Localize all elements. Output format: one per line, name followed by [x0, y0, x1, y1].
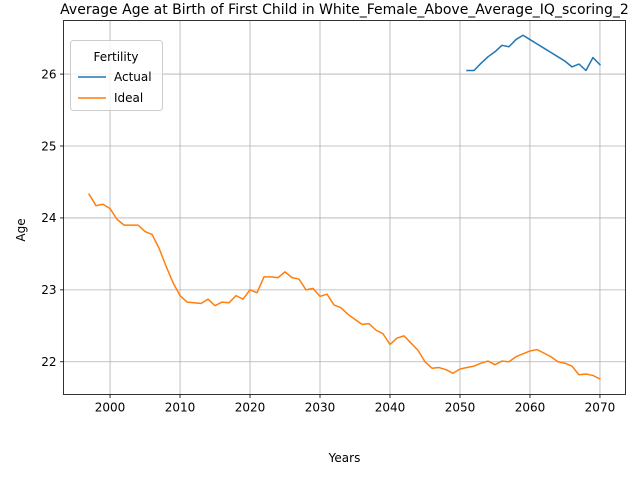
y-tick-label: 25 — [41, 139, 56, 153]
x-tick-label: 2020 — [235, 401, 266, 415]
series-line-ideal — [89, 194, 600, 379]
legend-label-actual: Actual — [114, 70, 152, 84]
chart-title: Average Age at Birth of First Child in W… — [60, 2, 629, 18]
x-tick-label: 2010 — [165, 401, 196, 415]
series-line-actual — [467, 35, 600, 70]
y-tick-label: 23 — [41, 283, 56, 297]
x-tick-label: 2000 — [95, 401, 126, 415]
x-tick-label: 2030 — [305, 401, 336, 415]
legend-label-ideal: Ideal — [114, 91, 143, 105]
legend: Fertility Actual Ideal — [71, 41, 163, 111]
x-axis-ticks: 2000 2010 2020 2030 2040 2050 2060 2070 — [95, 395, 615, 415]
x-tick-label: 2070 — [585, 401, 616, 415]
y-tick-label: 26 — [41, 67, 56, 81]
x-tick-label: 2050 — [445, 401, 476, 415]
x-axis-label: Years — [328, 451, 361, 465]
legend-title: Fertility — [93, 50, 138, 64]
y-axis-label: Age — [14, 218, 28, 241]
y-tick-label: 22 — [41, 355, 56, 369]
y-tick-label: 24 — [41, 211, 56, 225]
x-tick-label: 2040 — [375, 401, 406, 415]
x-tick-label: 2060 — [515, 401, 546, 415]
series-group — [89, 35, 600, 379]
y-axis-ticks: 22 23 24 25 26 — [41, 67, 63, 369]
